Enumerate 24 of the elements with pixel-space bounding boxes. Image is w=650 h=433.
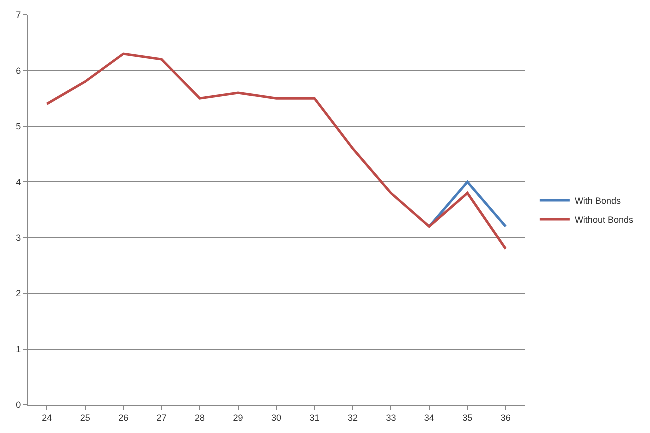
x-tick-label: 26 bbox=[118, 412, 129, 423]
x-tick-label: 28 bbox=[195, 412, 206, 423]
y-tick-label: 6 bbox=[16, 66, 22, 76]
y-tick-label: 3 bbox=[16, 233, 22, 244]
y-tick-label: 2 bbox=[16, 288, 22, 299]
x-tick-label: 31 bbox=[310, 412, 320, 423]
y-tick-label: 1 bbox=[16, 344, 22, 354]
x-tick-label: 33 bbox=[386, 412, 396, 423]
y-tick-label: 4 bbox=[16, 177, 22, 188]
x-tick-label: 27 bbox=[156, 412, 167, 423]
x-tick-label: 32 bbox=[348, 412, 358, 423]
x-tick-label: 24 bbox=[42, 412, 52, 423]
x-tick-label: 25 bbox=[80, 412, 90, 423]
line-series bbox=[46, 52, 508, 250]
x-tick-label: 30 bbox=[271, 412, 282, 423]
x-tick-label: 36 bbox=[500, 412, 511, 423]
x-tick-label: 34 bbox=[424, 412, 434, 423]
x-tick-label: 35 bbox=[462, 412, 473, 423]
legend-label: Without Bonds bbox=[574, 215, 634, 226]
y-tick-label: 5 bbox=[16, 122, 22, 132]
x-tick-label: 29 bbox=[233, 412, 244, 423]
y-tick-label: 0 bbox=[16, 400, 22, 410]
y-tick-label: 7 bbox=[16, 10, 22, 20]
legend-label: With Bonds bbox=[574, 196, 622, 206]
